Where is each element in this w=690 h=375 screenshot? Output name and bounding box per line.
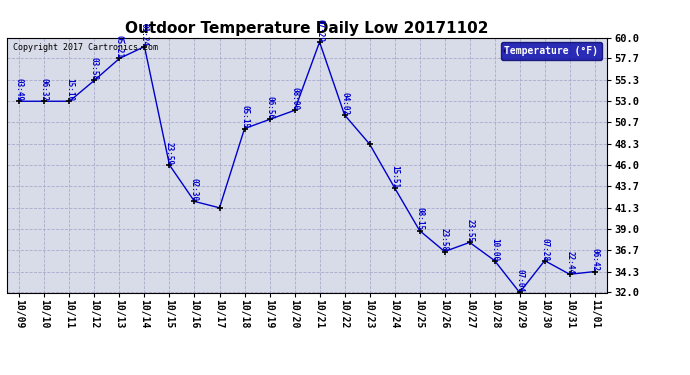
Text: 07:28: 07:28 <box>540 237 549 261</box>
Text: 03:58: 03:58 <box>90 57 99 80</box>
Text: 05:15: 05:15 <box>240 105 249 129</box>
Text: 23:59: 23:59 <box>165 142 174 165</box>
Text: 06:42: 06:42 <box>590 248 599 272</box>
Text: 10:00: 10:00 <box>490 237 499 261</box>
Text: 08:00: 08:00 <box>290 87 299 110</box>
Text: 04:02: 04:02 <box>340 92 349 115</box>
Text: 07:29: 07:29 <box>315 19 324 42</box>
Title: Outdoor Temperature Daily Low 20171102: Outdoor Temperature Daily Low 20171102 <box>126 21 489 36</box>
Text: Copyright 2017 Cartronics.com: Copyright 2017 Cartronics.com <box>13 43 158 52</box>
Text: 15:51: 15:51 <box>390 165 399 188</box>
Text: 06:32: 06:32 <box>40 78 49 101</box>
Legend: Temperature (°F): Temperature (°F) <box>500 42 602 60</box>
Text: 03:49: 03:49 <box>15 78 24 101</box>
Text: 06:56: 06:56 <box>265 96 274 120</box>
Text: 23:58: 23:58 <box>440 228 449 252</box>
Text: 07:04: 07:04 <box>515 269 524 292</box>
Text: 02:30: 02:30 <box>190 178 199 201</box>
Text: 22:44: 22:44 <box>565 251 574 274</box>
Text: 23:55: 23:55 <box>465 219 474 242</box>
Text: 05:21: 05:21 <box>115 35 124 58</box>
Text: 01:24: 01:24 <box>140 24 149 46</box>
Text: 08:15: 08:15 <box>415 207 424 231</box>
Text: 15:10: 15:10 <box>65 78 74 101</box>
